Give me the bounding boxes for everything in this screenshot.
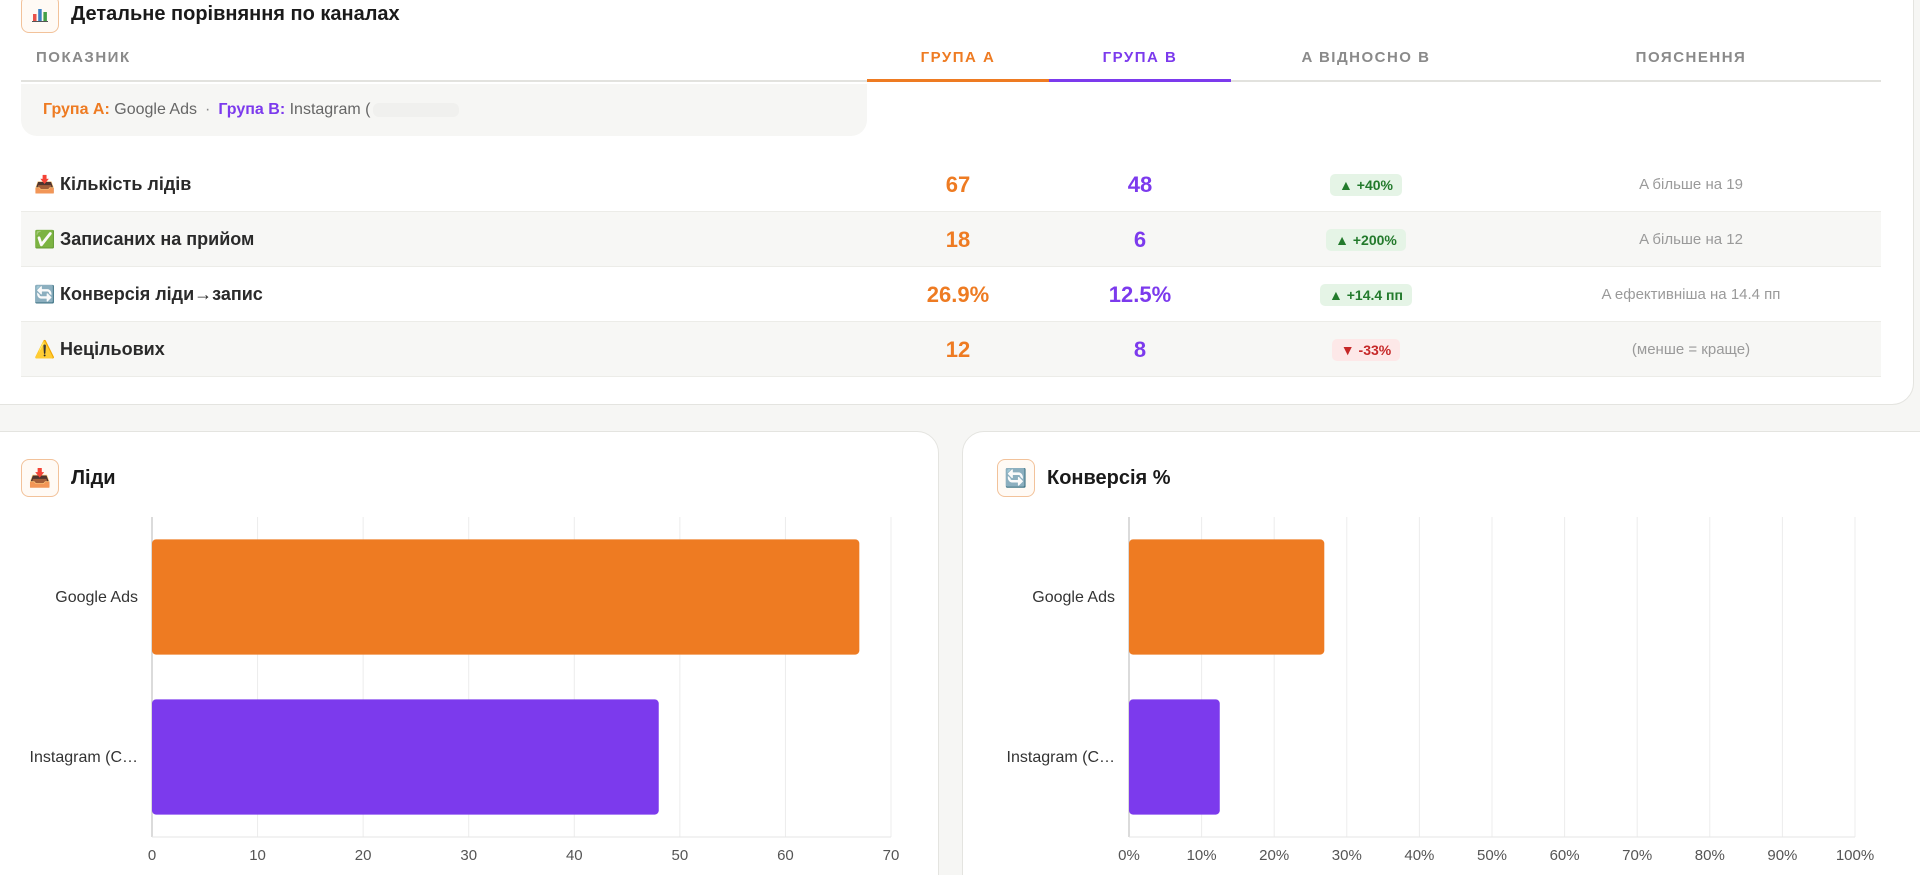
group-b-value: 48 — [1127, 171, 1153, 197]
row-label: Записаних на прийом — [60, 229, 255, 249]
group-b-underline — [1049, 79, 1231, 82]
conversion-card — [962, 431, 1920, 875]
leads-chart: 0 10 20 30 40 50 60 70 Google Ads Instagram (C… — [30, 517, 900, 864]
table-row: ✅ Записаних на прийом 18 6 ▲ +200% A біль… — [21, 212, 1881, 267]
x-tick-label: 100% — [1836, 847, 1874, 864]
bar[interactable] — [152, 699, 659, 815]
group-b-value: 12.5% — [1108, 281, 1172, 307]
trend-badge: ▼ -33% — [1331, 338, 1401, 361]
table-row: 📥 Кількість лідів 67 48 ▲ +40% A більше н… — [21, 157, 1881, 212]
comparison-title: Детальне порівняння по каналах — [71, 2, 400, 25]
category-label: Google Ads — [55, 589, 138, 606]
table-row: 🔄 Конверсія ліди→запис 26.9% 12.5% ▲ +14.… — [21, 267, 1881, 322]
group-a-value: Google Ads — [114, 101, 197, 118]
x-tick-label: 60% — [1550, 847, 1580, 864]
group-b-value: 6 — [1133, 226, 1147, 252]
header-explanation[interactable]: ПОЯСНЕННЯ — [1635, 49, 1747, 66]
leads-header: 📥 Ліди — [21, 459, 116, 497]
row-explanation: A ефективніша на 14.4 пп — [1601, 286, 1781, 303]
conversion-header: 🔄 Конверсія % — [997, 459, 1171, 497]
refresh-icon: 🔄 — [1004, 467, 1028, 488]
row-label: Нецільових — [60, 339, 165, 359]
header-metric[interactable]: ПОКАЗНИК — [36, 49, 131, 66]
refresh-icon: 🔄 — [34, 284, 56, 304]
group-a-underline — [867, 79, 1049, 82]
x-tick-label: 50% — [1477, 847, 1507, 864]
x-tick-label: 60 — [777, 847, 794, 864]
row-explanation: (менше = краще) — [1631, 341, 1751, 358]
category-label: Instagram (C… — [30, 749, 138, 766]
trend-badge: ▲ +14.4 пп — [1320, 283, 1412, 306]
trend-badge: ▲ +40% — [1330, 173, 1402, 196]
leads-title: Ліди — [71, 466, 116, 489]
category-label: Instagram (C… — [1007, 749, 1115, 766]
group-legend: Група A: Google Ads · Група B: Instagram ( — [21, 84, 867, 136]
group-b-value: Instagram ( — [289, 101, 371, 118]
trend-badge: ▲ +200% — [1326, 228, 1406, 251]
x-tick-label: 20% — [1259, 847, 1289, 864]
x-tick-label: 90% — [1767, 847, 1797, 864]
row-explanation: A більше на 19 — [1639, 176, 1743, 193]
inbox-icon: 📥 — [34, 174, 56, 194]
bar[interactable] — [152, 539, 860, 655]
x-tick-label: 70% — [1622, 847, 1652, 864]
category-label: Google Ads — [1032, 589, 1115, 606]
redacted-text — [372, 103, 459, 117]
comparison-header: Детальне порівняння по каналах — [21, 0, 400, 33]
x-tick-label: 0 — [148, 847, 156, 864]
row-explanation: A більше на 12 — [1639, 231, 1743, 248]
group-b-value: 8 — [1133, 336, 1147, 362]
x-tick-label: 10% — [1187, 847, 1217, 864]
x-tick-label: 10 — [249, 847, 266, 864]
x-tick-label: 80% — [1695, 847, 1725, 864]
group-b-label: Група B: — [218, 101, 286, 118]
header-group-b[interactable]: ГРУПА B — [1102, 49, 1178, 66]
x-tick-label: 40 — [566, 847, 583, 864]
group-separator: · — [205, 101, 211, 118]
conversion-title: Конверсія % — [1047, 466, 1171, 489]
group-a-value: 12 — [945, 336, 971, 362]
x-tick-label: 20 — [355, 847, 372, 864]
warning-icon: ⚠️ — [34, 339, 56, 359]
group-a-value: 26.9% — [926, 281, 990, 307]
group-a-value: 18 — [945, 226, 971, 252]
group-a-label: Група A: — [43, 101, 110, 118]
header-relative[interactable]: A ВІДНОСНО B — [1301, 49, 1431, 66]
bar[interactable] — [1129, 699, 1220, 815]
group-a-value: 67 — [945, 171, 971, 197]
bar-chart-icon — [21, 0, 59, 33]
table-row: ⚠️ Нецільових 12 8 ▼ -33% (менше = краще) — [21, 322, 1881, 377]
x-tick-label: 30 — [460, 847, 477, 864]
x-tick-label: 0% — [1118, 847, 1140, 864]
x-tick-label: 40% — [1404, 847, 1434, 864]
row-label: Кількість лідів — [60, 174, 192, 194]
check-icon: ✅ — [34, 229, 56, 249]
x-tick-label: 70 — [883, 847, 900, 864]
x-tick-label: 30% — [1332, 847, 1362, 864]
bar[interactable] — [1129, 539, 1325, 655]
inbox-icon: 📥 — [28, 467, 52, 488]
conversion-chart: 0% 10% 20% 30% 40% 50% 60% 70% 80% 90% 100% Google … — [1007, 517, 1874, 864]
header-group-a[interactable]: ГРУПА A — [920, 49, 996, 66]
x-tick-label: 50 — [672, 847, 689, 864]
row-label: Конверсія ліди→запис — [60, 284, 263, 304]
